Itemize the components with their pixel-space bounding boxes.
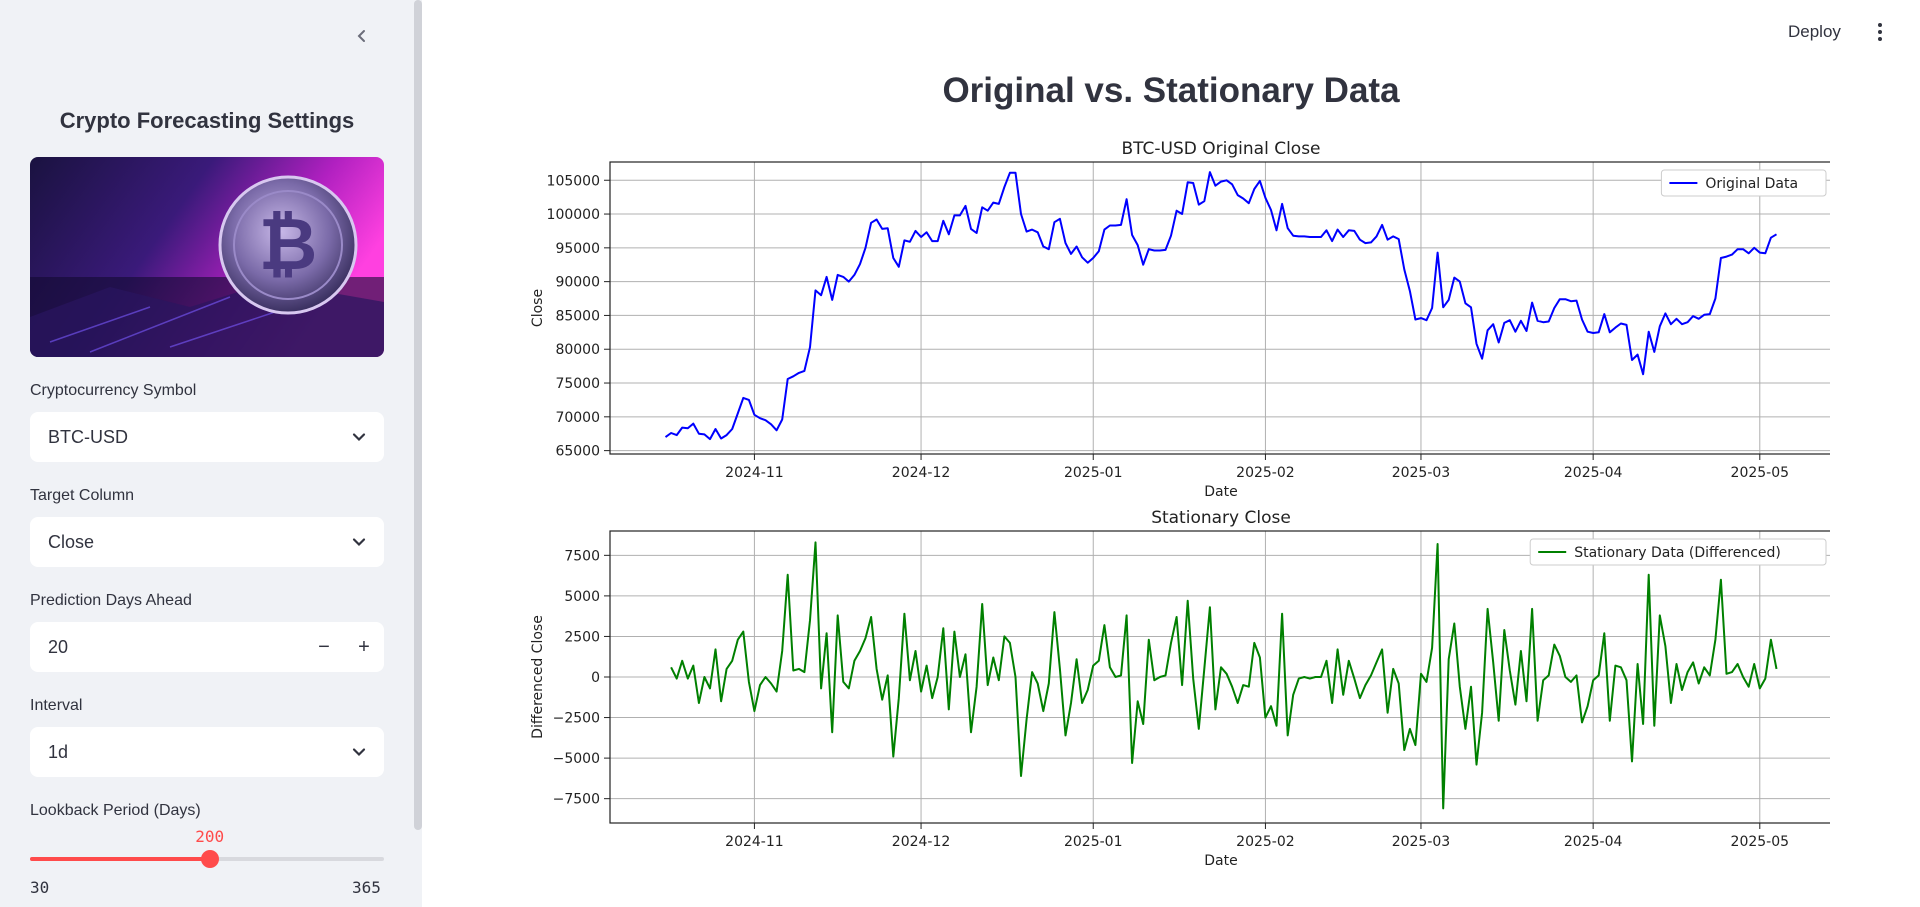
- sidebar: Crypto Forecasting Settings: [0, 0, 422, 907]
- interval-select-value: 1d: [48, 741, 69, 762]
- chart-title: Stationary Close: [1151, 508, 1291, 528]
- y-tick-label: 5000: [564, 589, 600, 605]
- x-tick-label: 2024-12: [892, 834, 951, 850]
- x-tick-label: 2025-05: [1731, 465, 1790, 481]
- y-tick-label: −2500: [553, 711, 600, 727]
- y-tick-label: −7500: [553, 792, 600, 808]
- y-tick-label: 95000: [555, 241, 600, 257]
- y-tick-label: −5000: [553, 751, 600, 767]
- prediction-days-value[interactable]: 20: [48, 636, 69, 657]
- page-title: Original vs. Stationary Data: [942, 71, 1400, 110]
- y-tick-label: 80000: [555, 342, 600, 358]
- legend-label: Stationary Data (Differenced): [1574, 545, 1781, 561]
- sidebar-title: Crypto Forecasting Settings: [59, 108, 355, 133]
- y-tick-label: 85000: [555, 308, 600, 324]
- deploy-button[interactable]: Deploy: [1788, 22, 1841, 41]
- x-tick-label: 2024-12: [892, 465, 951, 481]
- x-tick-label: 2025-03: [1392, 465, 1451, 481]
- legend-box: [1660, 169, 1827, 197]
- kebab-menu-icon[interactable]: [1870, 20, 1890, 44]
- y-tick-label: 2500: [564, 629, 600, 645]
- interval-select[interactable]: 1d: [30, 727, 384, 777]
- prediction-days-input[interactable]: 20 − +: [30, 622, 384, 672]
- plot-frame: [609, 530, 1830, 824]
- legend-label: Original Data: [1705, 176, 1798, 192]
- y-tick-label: 75000: [555, 376, 600, 392]
- y-tick-label: 70000: [555, 410, 600, 426]
- x-tick-label: 2025-02: [1236, 834, 1295, 850]
- y-axis-label: Close: [530, 289, 546, 327]
- y-tick-label: 100000: [547, 207, 600, 223]
- target-column-value: Close: [48, 531, 95, 552]
- symbol-label: Cryptocurrency Symbol: [30, 382, 197, 399]
- target-column-label: Target Column: [30, 487, 135, 504]
- chevron-down-icon: [352, 433, 366, 442]
- x-axis-label: Date: [1204, 484, 1237, 500]
- x-tick-label: 2025-04: [1564, 834, 1623, 850]
- symbol-select-value: BTC-USD: [48, 426, 128, 447]
- x-tick-label: 2024-11: [725, 834, 784, 850]
- y-tick-label: 0: [591, 670, 600, 686]
- y-tick-label: 65000: [555, 444, 600, 460]
- lookback-slider[interactable]: [30, 850, 384, 868]
- x-tick-label: 2024-11: [725, 465, 784, 481]
- chevron-down-icon: [352, 748, 366, 757]
- plot-frame: [609, 161, 1830, 455]
- lookback-slider-thumb[interactable]: [200, 850, 219, 868]
- lookback-max-label: 365: [352, 878, 381, 897]
- series-line: [670, 541, 1778, 810]
- collapse-sidebar-button[interactable]: [350, 24, 374, 48]
- charts-figure: BTC-USD Original Close650007000075000800…: [530, 139, 1830, 869]
- lookback-slider-value: 200: [195, 827, 225, 846]
- svg-text:₿: ₿: [259, 202, 318, 286]
- x-tick-label: 2025-04: [1564, 465, 1623, 481]
- y-axis-label: Differenced Close: [530, 615, 546, 739]
- y-tick-label: 90000: [555, 275, 600, 291]
- increment-button[interactable]: +: [358, 635, 370, 658]
- y-tick-label: 7500: [564, 548, 600, 564]
- chevron-left-icon: [357, 30, 365, 42]
- sidebar-scrollbar[interactable]: [414, 0, 422, 830]
- bitcoin-banner-image: ₿: [30, 157, 384, 357]
- decrement-button[interactable]: −: [318, 635, 330, 658]
- lookback-slider-fill: [30, 857, 210, 861]
- legend-box: [1529, 538, 1827, 566]
- x-tick-label: 2025-02: [1236, 465, 1295, 481]
- symbol-select[interactable]: BTC-USD: [30, 412, 384, 462]
- x-axis-label: Date: [1204, 853, 1237, 869]
- series-line: [664, 171, 1778, 441]
- y-tick-label: 105000: [547, 173, 600, 189]
- target-column-select[interactable]: Close: [30, 517, 384, 567]
- lookback-label: Lookback Period (Days): [30, 802, 201, 819]
- lookback-min-label: 30: [30, 878, 50, 897]
- x-tick-label: 2025-01: [1064, 465, 1123, 481]
- chevron-down-icon: [352, 538, 366, 547]
- x-tick-label: 2025-03: [1392, 834, 1451, 850]
- interval-label: Interval: [30, 697, 83, 714]
- prediction-days-label: Prediction Days Ahead: [30, 592, 192, 609]
- x-tick-label: 2025-01: [1064, 834, 1123, 850]
- chart-title: BTC-USD Original Close: [1121, 139, 1320, 159]
- x-tick-label: 2025-05: [1731, 834, 1790, 850]
